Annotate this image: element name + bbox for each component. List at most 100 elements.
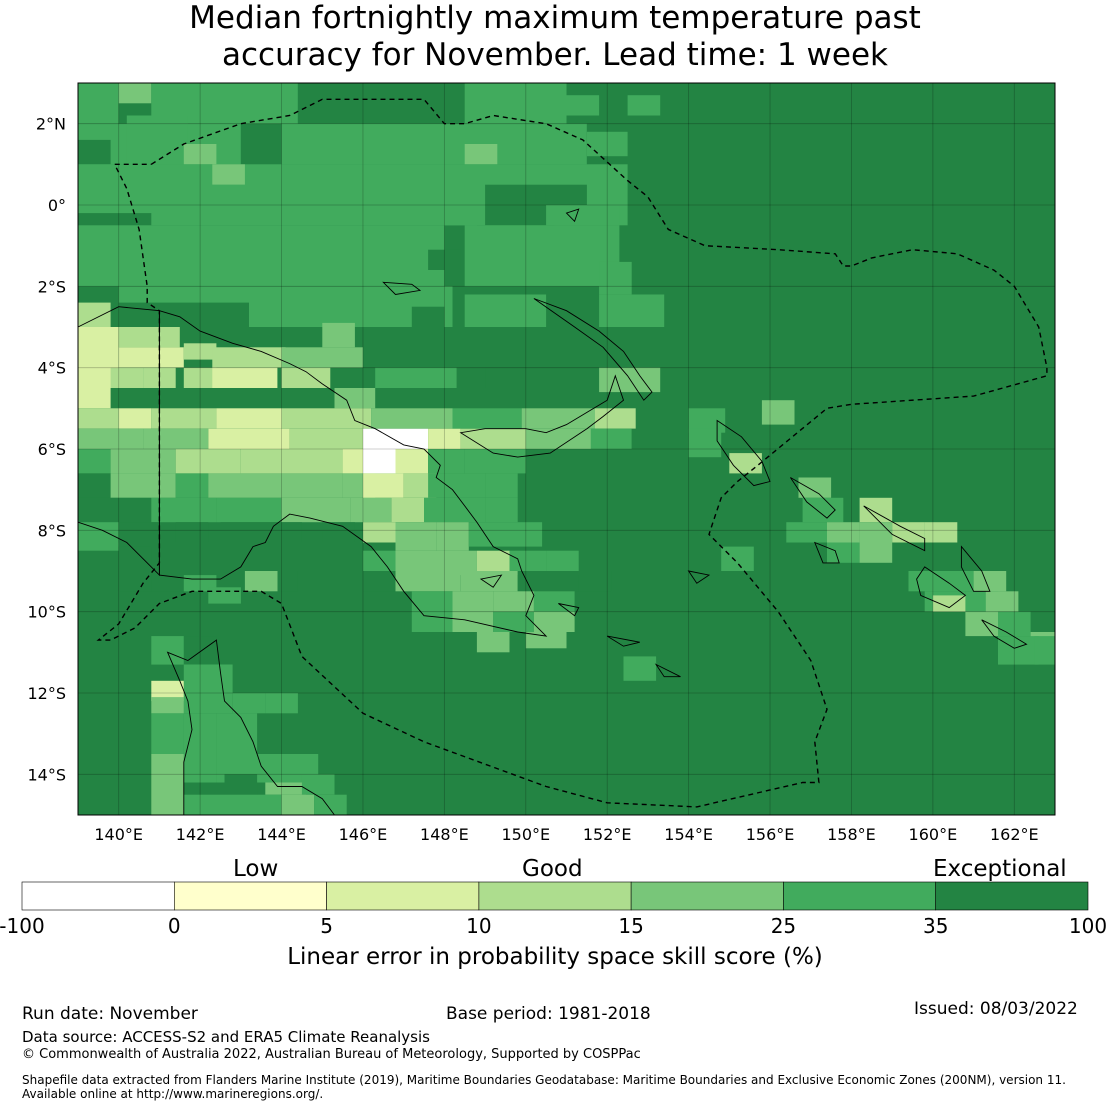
skill-cell xyxy=(78,473,111,498)
coastline xyxy=(158,310,548,637)
coastline xyxy=(960,545,991,592)
skill-cell xyxy=(395,449,429,474)
skill-cell xyxy=(175,473,209,498)
skill-cell xyxy=(595,408,636,429)
skill-cell xyxy=(78,83,119,124)
coastline xyxy=(813,541,840,564)
skill-cell xyxy=(721,546,754,571)
skill-cell xyxy=(183,713,217,754)
skill-cell xyxy=(623,656,657,681)
skill-cell xyxy=(118,83,152,104)
skill-cell xyxy=(375,367,457,388)
skill-cell xyxy=(729,453,762,474)
colorbar-tick-label: 25 xyxy=(770,914,797,938)
lat-tick-label: 2°S xyxy=(38,277,66,296)
skill-cell xyxy=(175,522,209,543)
skill-cell xyxy=(924,522,958,543)
skill-cell xyxy=(175,449,241,474)
coastline xyxy=(459,374,625,458)
skill-cell xyxy=(265,782,306,795)
skill-cell xyxy=(941,571,974,592)
skill-cell xyxy=(118,302,249,327)
lat-tick-label: 12°S xyxy=(27,684,66,703)
colorbar-tick-label: -100 xyxy=(0,914,45,938)
colorbar-label: Linear error in probability space skill … xyxy=(287,944,823,970)
skill-cell xyxy=(216,497,282,523)
lon-tick-label: 158°E xyxy=(827,825,876,844)
skill-cell xyxy=(220,522,302,543)
skill-cell xyxy=(892,522,925,543)
skill-cell xyxy=(281,408,372,429)
skill-cell xyxy=(578,571,612,592)
skill-cell xyxy=(216,408,282,429)
skill-cell xyxy=(212,347,253,368)
lon-tick-label: 150°E xyxy=(501,825,550,844)
map-title-line-2: accuracy for November. Lead time: 1 week xyxy=(221,37,888,73)
colorbar-segment xyxy=(174,881,327,911)
run-date: Run date: November xyxy=(22,1004,198,1024)
skill-cell xyxy=(566,95,600,116)
skill-cell xyxy=(281,367,331,388)
skill-cell xyxy=(965,611,998,637)
skill-cell xyxy=(786,522,827,543)
skill-cell xyxy=(281,497,351,523)
skill-cell xyxy=(546,205,620,226)
skill-cell xyxy=(533,591,575,612)
skill-cell xyxy=(118,408,152,429)
skill-cells xyxy=(78,83,1055,815)
skill-cell xyxy=(998,611,1031,637)
skill-cell xyxy=(363,428,429,449)
lat-tick-label: 6°S xyxy=(38,440,66,459)
skill-cell xyxy=(78,428,144,449)
colorbar-tick-label: 10 xyxy=(466,914,492,938)
skill-cell xyxy=(525,428,591,449)
skill-cell xyxy=(428,249,461,270)
skill-cell xyxy=(485,497,518,523)
coastline xyxy=(687,570,711,584)
skill-cell xyxy=(444,205,477,226)
skill-cell xyxy=(827,542,860,563)
skill-cell xyxy=(460,428,526,449)
skill-cell xyxy=(599,261,632,295)
skill-cell xyxy=(517,571,579,592)
colorbar-tick-label: 35 xyxy=(922,914,949,938)
shapefile-credit-1: Shapefile data extracted from Flanders M… xyxy=(22,1073,1066,1087)
skill-cell xyxy=(827,522,860,543)
skill-cell xyxy=(908,571,942,592)
lon-tick-label: 152°E xyxy=(583,825,632,844)
lon-tick-label: 146°E xyxy=(339,825,388,844)
colorbar-tick-label: 0 xyxy=(167,914,181,938)
skill-cell xyxy=(151,782,184,815)
skill-cell xyxy=(525,632,567,649)
skill-cell xyxy=(78,302,111,327)
skill-cell xyxy=(395,571,461,592)
skill-cell xyxy=(240,449,343,474)
skill-cell xyxy=(627,95,661,116)
skill-cell xyxy=(464,449,526,474)
skill-cell xyxy=(932,595,966,612)
skill-cell xyxy=(118,522,160,543)
skill-cell xyxy=(183,664,233,714)
skill-cell xyxy=(118,347,184,368)
colorbar xyxy=(21,881,1089,911)
skill-cell xyxy=(859,542,893,563)
skill-cell xyxy=(78,388,111,409)
skill-cell xyxy=(485,473,518,498)
issued-date: Issued: 08/03/2022 xyxy=(914,999,1078,1019)
skill-cell xyxy=(78,139,111,165)
skill-cell xyxy=(428,473,486,498)
skill-cell xyxy=(78,522,119,551)
lon-tick-label: 142°E xyxy=(176,825,225,844)
colorbar-tick-label: 15 xyxy=(618,914,644,938)
skill-cell xyxy=(391,497,425,523)
eez-dashed-line xyxy=(96,98,1048,808)
eez-boundary xyxy=(96,98,1048,808)
coastline xyxy=(654,663,681,678)
skill-cell xyxy=(464,83,567,124)
copyright: © Commonwealth of Australia 2022, Austra… xyxy=(22,1047,641,1062)
skill-cell xyxy=(363,473,404,498)
skill-cell xyxy=(464,144,498,165)
shapefile-credit-2: Available online at http://www.marinereg… xyxy=(22,1087,324,1101)
skill-cell xyxy=(118,571,152,592)
skill-cell xyxy=(802,497,844,523)
